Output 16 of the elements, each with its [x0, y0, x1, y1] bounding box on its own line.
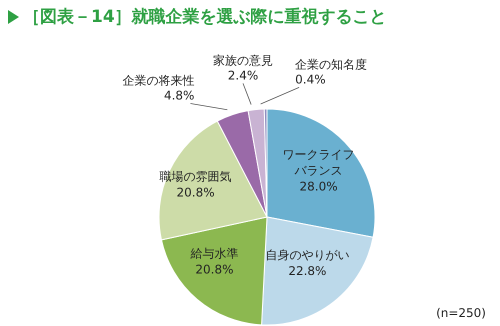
slice-label: 自身のやりがい	[265, 248, 350, 262]
data-label: 0.4%	[295, 72, 326, 86]
slice-label: 企業の知名度	[295, 57, 368, 72]
data-label: 28.0%	[300, 180, 338, 194]
slice-label: 家族の意見	[213, 53, 274, 68]
data-label: 22.8%	[288, 264, 326, 278]
data-label: 20.8%	[176, 185, 215, 200]
slice-label: ワークライフバランス	[282, 148, 355, 178]
text: (n=250)	[436, 306, 486, 320]
slice-label: 職場の雰囲気	[160, 169, 232, 184]
slice-label: 企業の将来性	[122, 73, 194, 88]
data-label: 2.4%	[228, 68, 258, 82]
data-label: 20.8%	[195, 262, 234, 276]
slice-label: 給与水準	[189, 246, 238, 260]
chart-title: ［図表－14］就職企業を選ぶ際に重視すること	[23, 6, 387, 28]
data-label: 4.8%	[164, 88, 194, 102]
